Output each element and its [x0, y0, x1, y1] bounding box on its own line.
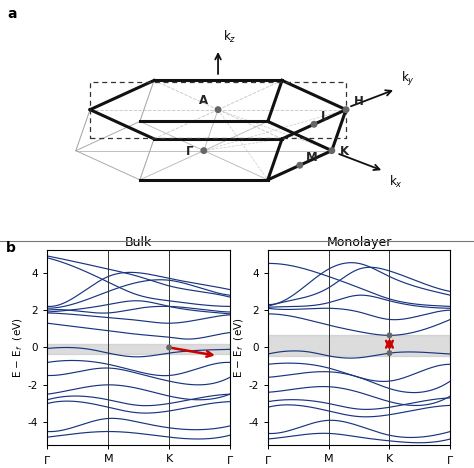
Y-axis label: E $-$ E$_f$  (eV): E $-$ E$_f$ (eV) — [232, 317, 246, 378]
Text: $\mathbf{M}$: $\mathbf{M}$ — [306, 151, 318, 164]
Bar — [268, 336, 450, 356]
Text: k$_z$: k$_z$ — [223, 29, 236, 45]
Text: $\mathbf{A}$: $\mathbf{A}$ — [198, 94, 209, 107]
Point — [310, 121, 318, 128]
Text: $\mathbf{L}$: $\mathbf{L}$ — [319, 110, 329, 123]
Point — [165, 344, 173, 351]
Text: b: b — [6, 241, 16, 255]
Point — [386, 349, 393, 357]
Title: Bulk: Bulk — [125, 236, 152, 249]
Point — [342, 106, 350, 113]
Text: $\mathbf{\Gamma}$: $\mathbf{\Gamma}$ — [185, 146, 194, 158]
Point — [200, 147, 208, 154]
Point — [214, 106, 222, 113]
Text: k$_y$: k$_y$ — [401, 70, 414, 88]
Text: a: a — [7, 7, 17, 21]
Bar — [47, 344, 230, 354]
Title: Monolayer: Monolayer — [327, 236, 392, 249]
Point — [386, 332, 393, 339]
Point — [328, 147, 336, 154]
Text: $\mathbf{K}$: $\mathbf{K}$ — [339, 146, 350, 158]
Point — [296, 161, 303, 169]
Text: k$_x$: k$_x$ — [389, 174, 402, 190]
Text: $\mathbf{H}$: $\mathbf{H}$ — [353, 95, 364, 109]
Y-axis label: E $-$ E$_f$  (eV): E $-$ E$_f$ (eV) — [12, 317, 25, 378]
